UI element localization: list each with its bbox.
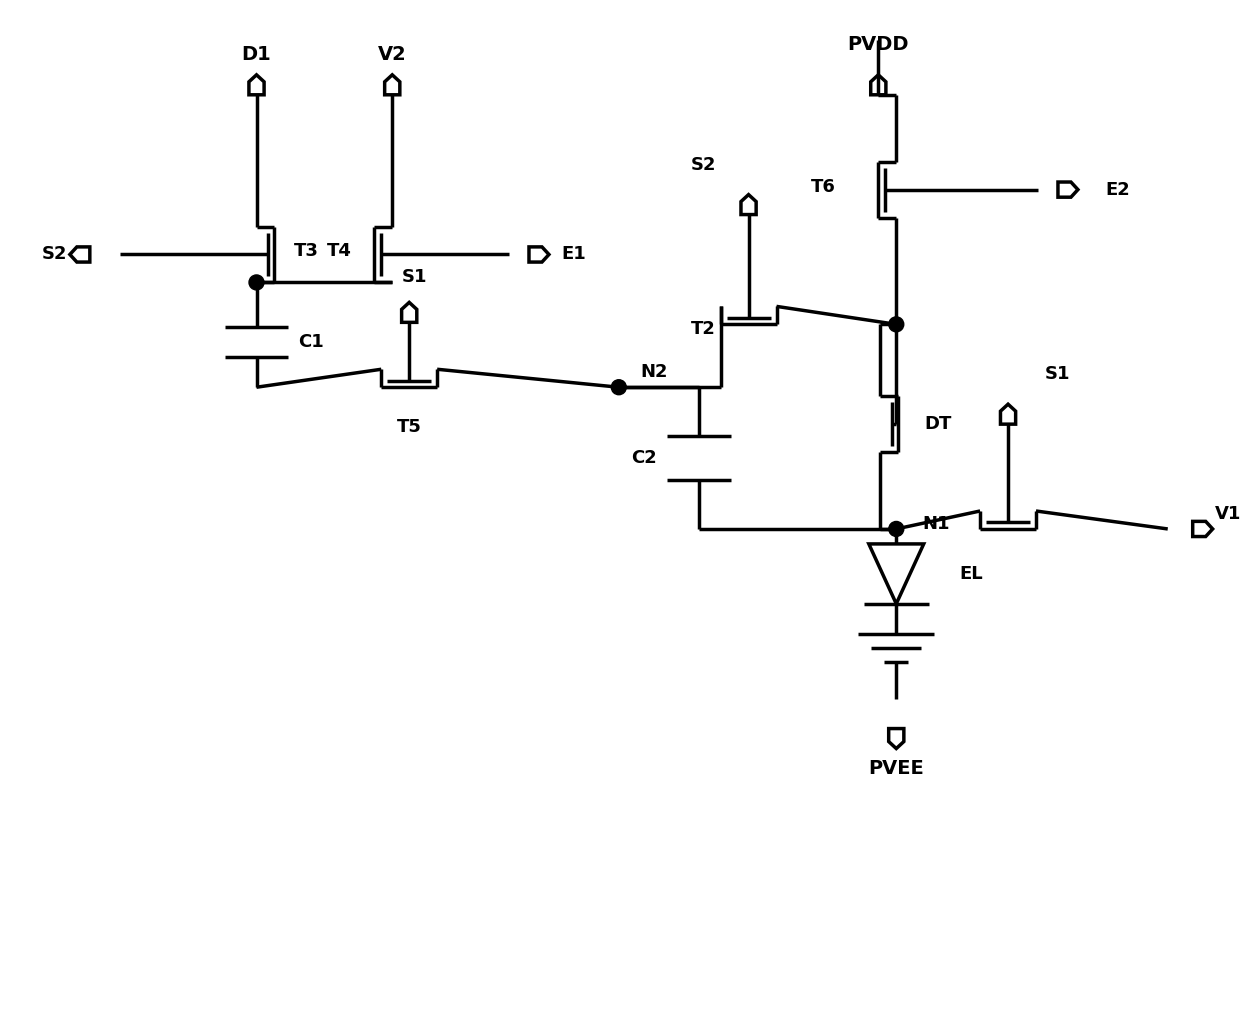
Text: V2: V2 [378,45,407,65]
Text: C2: C2 [631,449,657,467]
Text: T4: T4 [327,242,352,260]
Text: N1: N1 [923,515,950,533]
Text: S2: S2 [691,155,717,174]
Text: PVEE: PVEE [868,759,924,778]
Text: N2: N2 [640,363,667,381]
Text: C1: C1 [299,333,325,351]
Text: EL: EL [960,565,983,583]
Text: S1: S1 [402,268,427,287]
Text: T6: T6 [811,178,836,196]
Text: D1: D1 [242,45,272,65]
Text: T5: T5 [397,418,422,436]
Text: T2: T2 [691,320,715,338]
Text: V1: V1 [1214,504,1240,523]
Text: S1: S1 [1045,365,1070,383]
Circle shape [249,274,264,290]
Text: DT: DT [925,415,952,433]
Text: PVDD: PVDD [848,35,909,54]
Text: T3: T3 [294,242,319,260]
Text: E1: E1 [562,245,587,263]
Circle shape [611,379,626,395]
Text: S2: S2 [42,245,68,263]
Circle shape [889,522,904,537]
Text: E2: E2 [1106,181,1130,199]
Circle shape [889,317,904,332]
